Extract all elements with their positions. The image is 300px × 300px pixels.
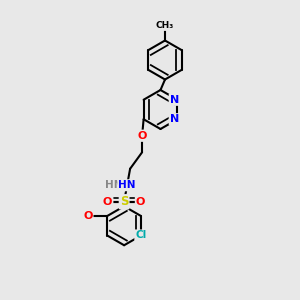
Text: Cl: Cl xyxy=(135,230,147,241)
Text: O: O xyxy=(103,197,112,207)
Text: N: N xyxy=(170,114,179,124)
Text: S: S xyxy=(120,195,128,208)
Text: O: O xyxy=(136,197,145,207)
Text: O: O xyxy=(137,131,147,141)
Text: N: N xyxy=(170,95,179,105)
Text: O: O xyxy=(83,211,92,221)
Text: HN: HN xyxy=(118,180,136,190)
Text: HN: HN xyxy=(105,180,123,190)
Text: CH₃: CH₃ xyxy=(156,21,174,30)
